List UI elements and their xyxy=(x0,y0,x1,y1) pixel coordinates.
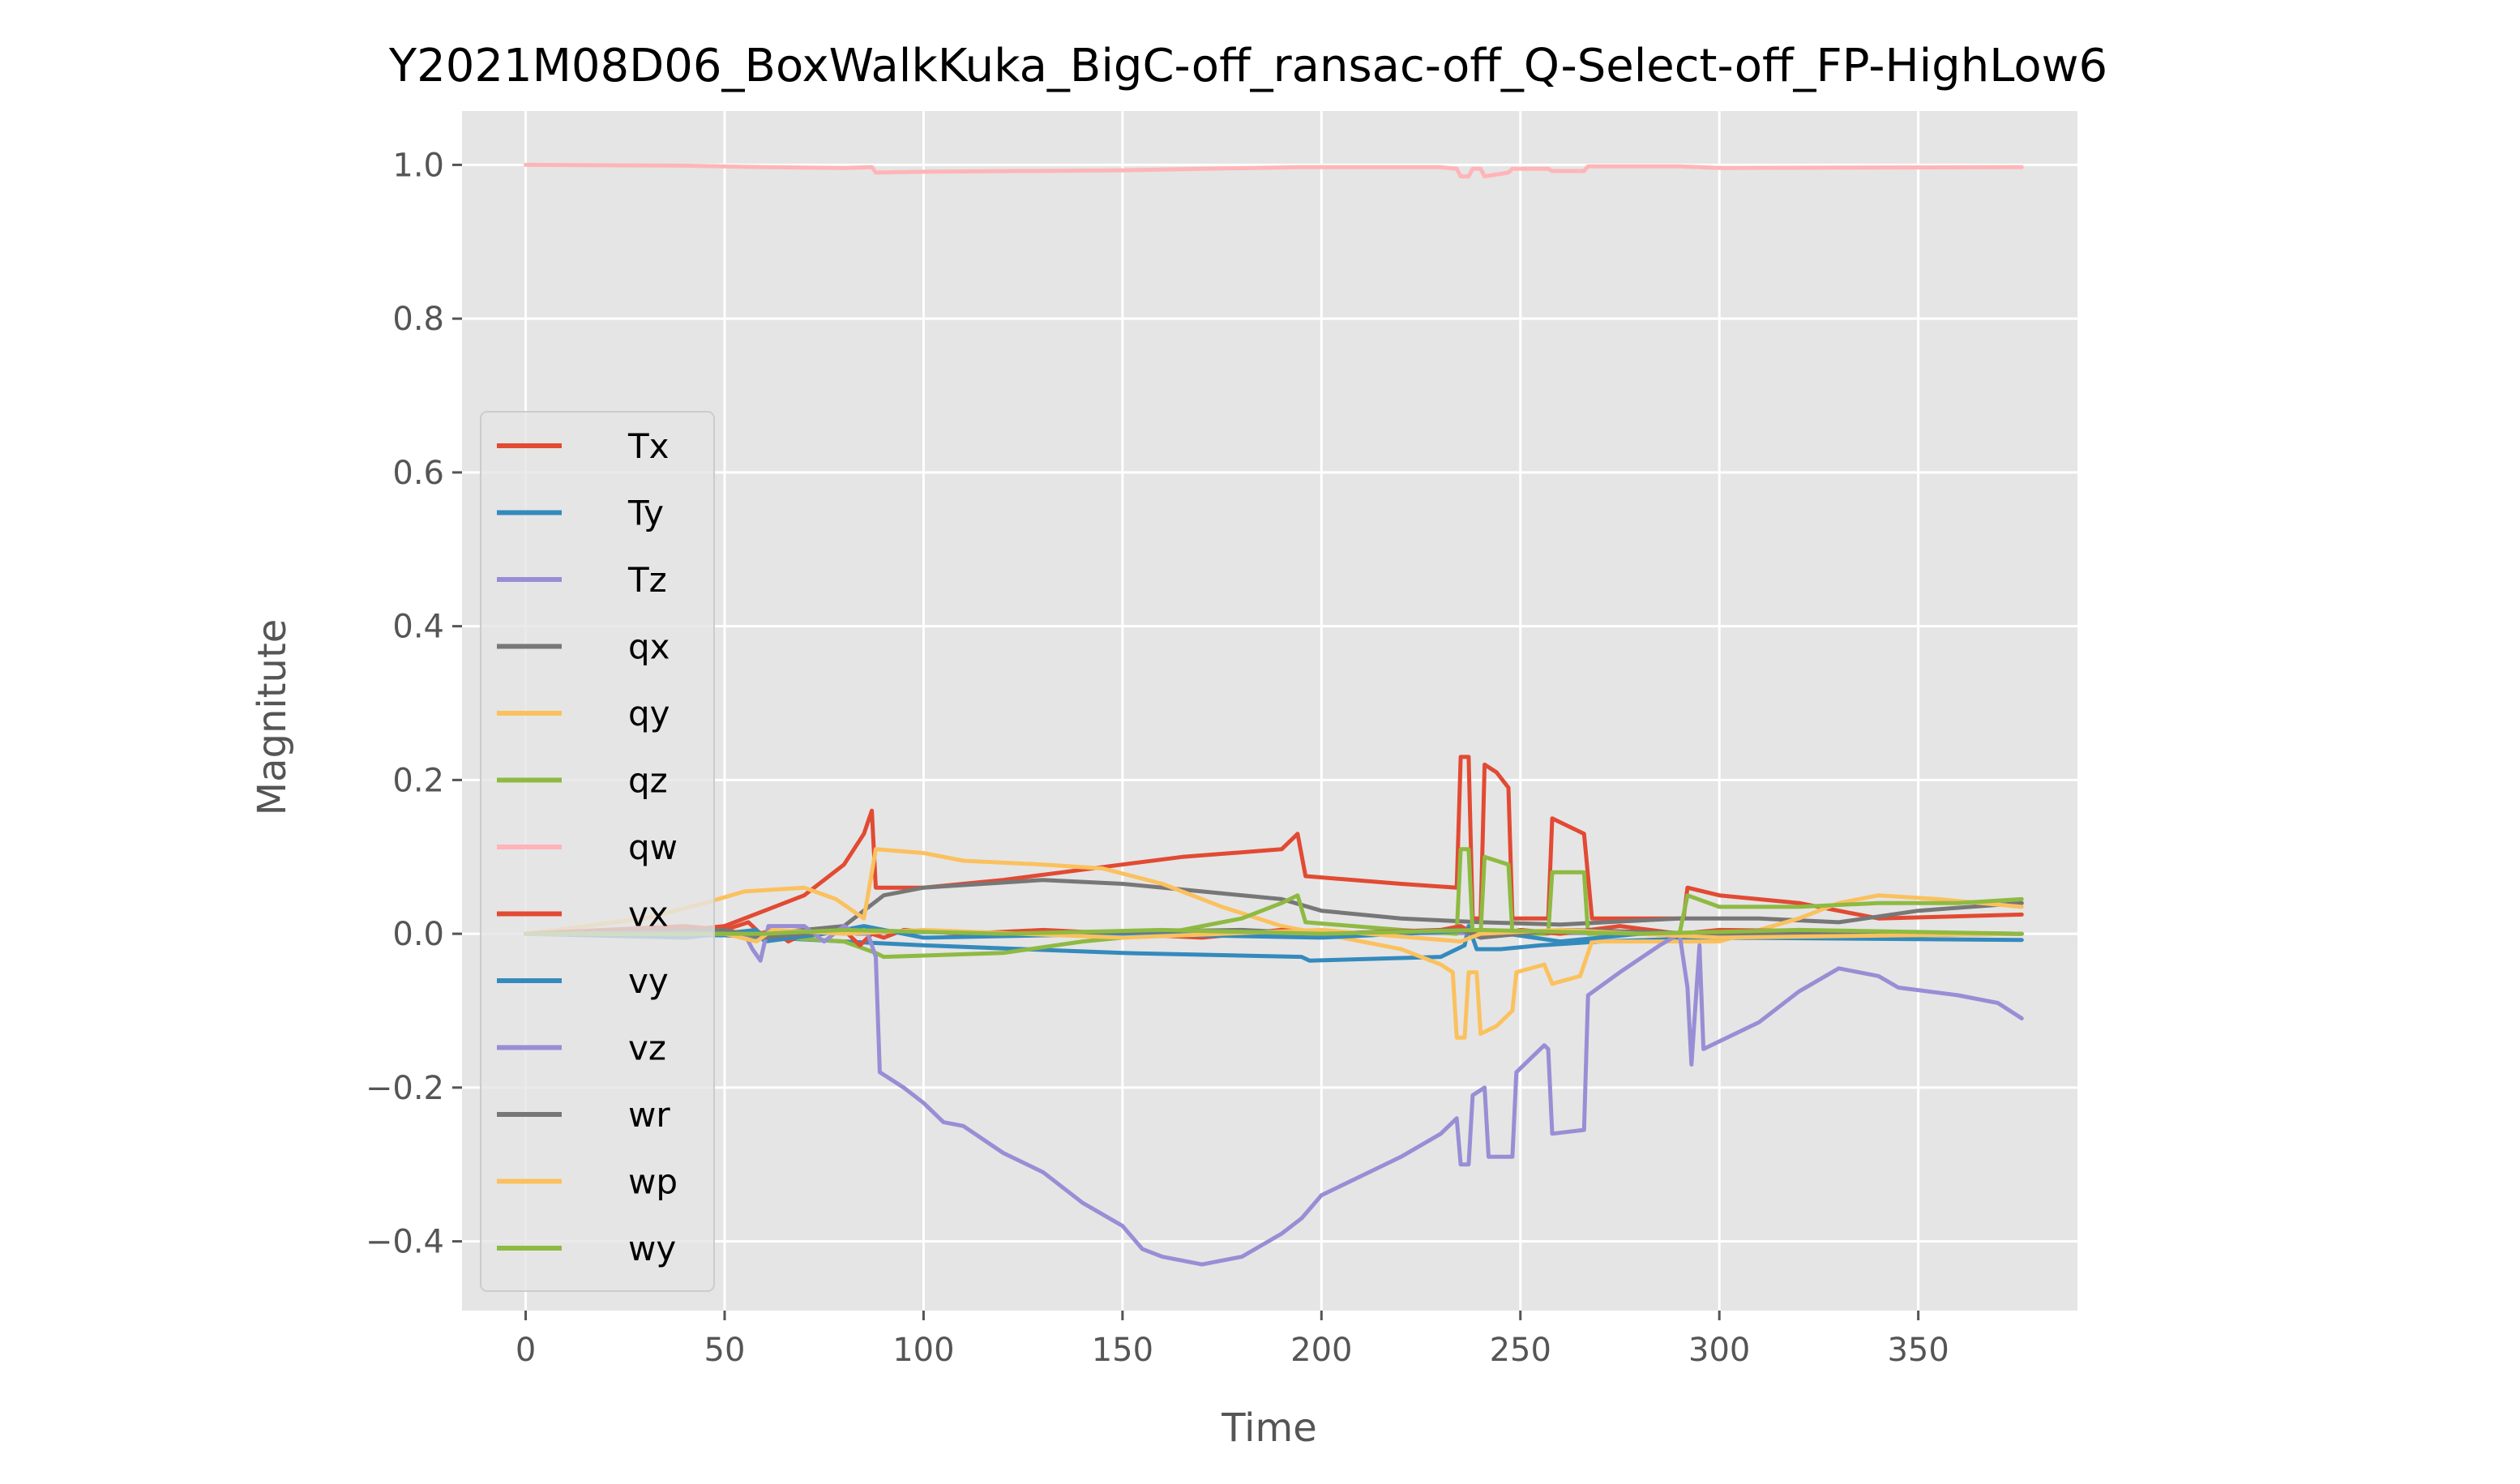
series-line-qz xyxy=(524,847,2024,960)
series-line-tx xyxy=(524,755,2024,936)
legend-label-qz: qz xyxy=(628,761,668,801)
legend: Tx Ty Tz qx qy qz qw vx vy vz wr wp wy xyxy=(480,411,715,1292)
legend-label-tz: Tz xyxy=(627,560,667,600)
series-lines xyxy=(524,162,2024,1267)
y-tick-label: −0.2 xyxy=(366,1070,444,1107)
x-tick-label: 200 xyxy=(1290,1332,1352,1369)
legend-label-vz: vz xyxy=(628,1029,666,1068)
plot-area xyxy=(462,111,2077,1311)
legend-label-vx: vx xyxy=(628,895,669,934)
x-tick-label: 350 xyxy=(1887,1332,1949,1369)
x-axis-label: Time xyxy=(1221,1405,1316,1451)
legend-label-wp: wp xyxy=(628,1162,678,1202)
x-tick-label: 300 xyxy=(1688,1332,1750,1369)
legend-label-qw: qw xyxy=(628,828,678,867)
legend-box xyxy=(480,411,715,1292)
y-tick-label: −0.4 xyxy=(366,1224,444,1261)
x-tick-label: 100 xyxy=(892,1332,954,1369)
y-axis-ticks: −0.4 −0.2 0.0 0.2 0.4 0.6 0.8 1.0 xyxy=(366,147,462,1261)
legend-label-wy: wy xyxy=(628,1229,676,1268)
y-tick-label: 0.0 xyxy=(392,916,444,953)
series-line-ty xyxy=(524,924,2024,963)
y-tick-label: 0.4 xyxy=(392,609,444,646)
legend-label-qy: qy xyxy=(628,694,670,733)
y-tick-label: 1.0 xyxy=(392,147,444,184)
legend-label-vy: vy xyxy=(628,961,669,1001)
legend-label-qx: qx xyxy=(628,627,670,667)
legend-label-ty: Ty xyxy=(627,494,664,533)
y-tick-label: 0.6 xyxy=(392,455,444,492)
y-tick-label: 0.8 xyxy=(392,301,444,338)
x-tick-label: 250 xyxy=(1490,1332,1551,1369)
series-line-wy xyxy=(524,927,2024,936)
legend-label-wr: wr xyxy=(628,1095,670,1135)
x-tick-label: 50 xyxy=(704,1332,746,1369)
legend-entries: Tx Ty Tz qx qy qz qw vx vy vz wr wp wy xyxy=(497,426,678,1268)
y-tick-label: 0.2 xyxy=(392,762,444,799)
y-axis-label: Magnitute xyxy=(250,619,295,816)
chart-title: Y2021M08D06_BoxWalkKuka_BigC-off_ransac-… xyxy=(388,40,2107,92)
legend-label-tx: Tx xyxy=(627,426,670,466)
x-axis-ticks: 0 50 100 150 200 250 300 350 xyxy=(516,1311,1949,1369)
x-tick-label: 0 xyxy=(516,1332,536,1369)
x-tick-label: 150 xyxy=(1092,1332,1153,1369)
series-line-qw xyxy=(524,162,2024,179)
